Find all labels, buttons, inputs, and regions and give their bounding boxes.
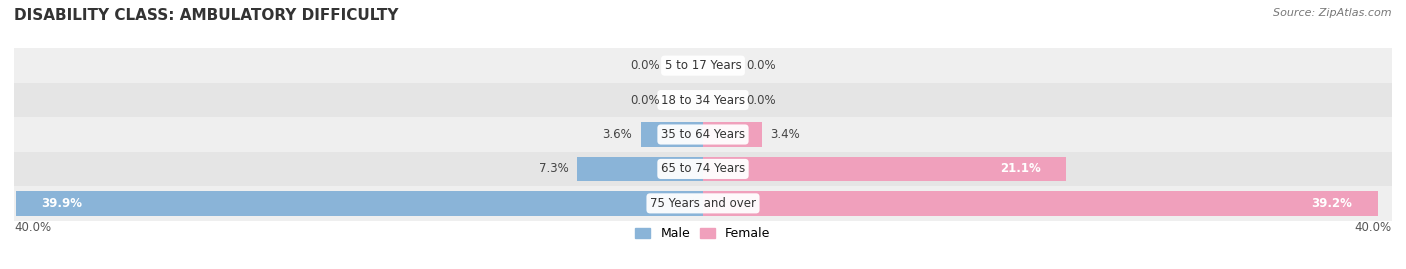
Text: 75 Years and over: 75 Years and over	[650, 197, 756, 210]
Bar	[14, 83, 1392, 117]
Text: 5 to 17 Years: 5 to 17 Years	[665, 59, 741, 72]
Text: 0.0%: 0.0%	[630, 59, 659, 72]
Bar	[14, 152, 1392, 186]
Text: 40.0%: 40.0%	[1355, 221, 1392, 233]
Bar	[15, 191, 703, 216]
Text: 3.4%: 3.4%	[770, 128, 800, 141]
Text: 40.0%: 40.0%	[14, 221, 51, 233]
Text: 21.1%: 21.1%	[1000, 162, 1040, 175]
Text: Source: ZipAtlas.com: Source: ZipAtlas.com	[1274, 8, 1392, 18]
Legend: Male, Female: Male, Female	[630, 222, 776, 245]
Bar	[703, 191, 1378, 216]
Text: 0.0%: 0.0%	[747, 59, 776, 72]
Text: 65 to 74 Years: 65 to 74 Years	[661, 162, 745, 175]
Bar	[14, 186, 1392, 221]
Text: DISABILITY CLASS: AMBULATORY DIFFICULTY: DISABILITY CLASS: AMBULATORY DIFFICULTY	[14, 8, 398, 23]
Bar	[14, 48, 1392, 83]
Text: 39.9%: 39.9%	[42, 197, 83, 210]
Bar	[14, 117, 1392, 152]
Text: 18 to 34 Years: 18 to 34 Years	[661, 94, 745, 107]
Text: 35 to 64 Years: 35 to 64 Years	[661, 128, 745, 141]
Bar	[641, 122, 703, 147]
Text: 7.3%: 7.3%	[538, 162, 568, 175]
Bar	[703, 157, 1066, 181]
Text: 39.2%: 39.2%	[1312, 197, 1353, 210]
Text: 0.0%: 0.0%	[747, 94, 776, 107]
Bar	[578, 157, 703, 181]
Bar	[703, 122, 762, 147]
Text: 3.6%: 3.6%	[603, 128, 633, 141]
Text: 0.0%: 0.0%	[630, 94, 659, 107]
